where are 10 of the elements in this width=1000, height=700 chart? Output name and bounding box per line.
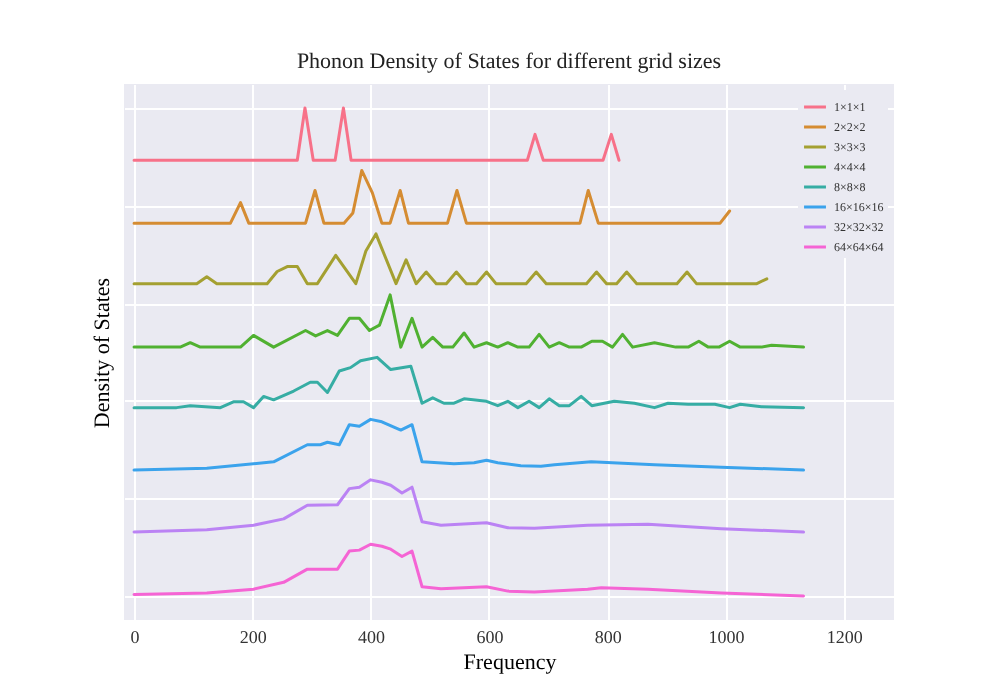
- x-tick-label: 1000: [708, 627, 746, 647]
- y-axis-title: Density of States: [91, 277, 115, 429]
- x-tick-label: 1200: [826, 627, 864, 647]
- x-tick-label: 800: [594, 627, 623, 647]
- x-tick-label: 600: [476, 627, 505, 647]
- x-tick-label: 200: [239, 627, 268, 647]
- chart-title: Phonon Density of States for different grid sizes: [296, 50, 722, 74]
- x-tick-label: 400: [358, 627, 387, 647]
- x-tick-label: 0: [130, 627, 141, 647]
- x-axis-title: Frequency: [463, 651, 558, 675]
